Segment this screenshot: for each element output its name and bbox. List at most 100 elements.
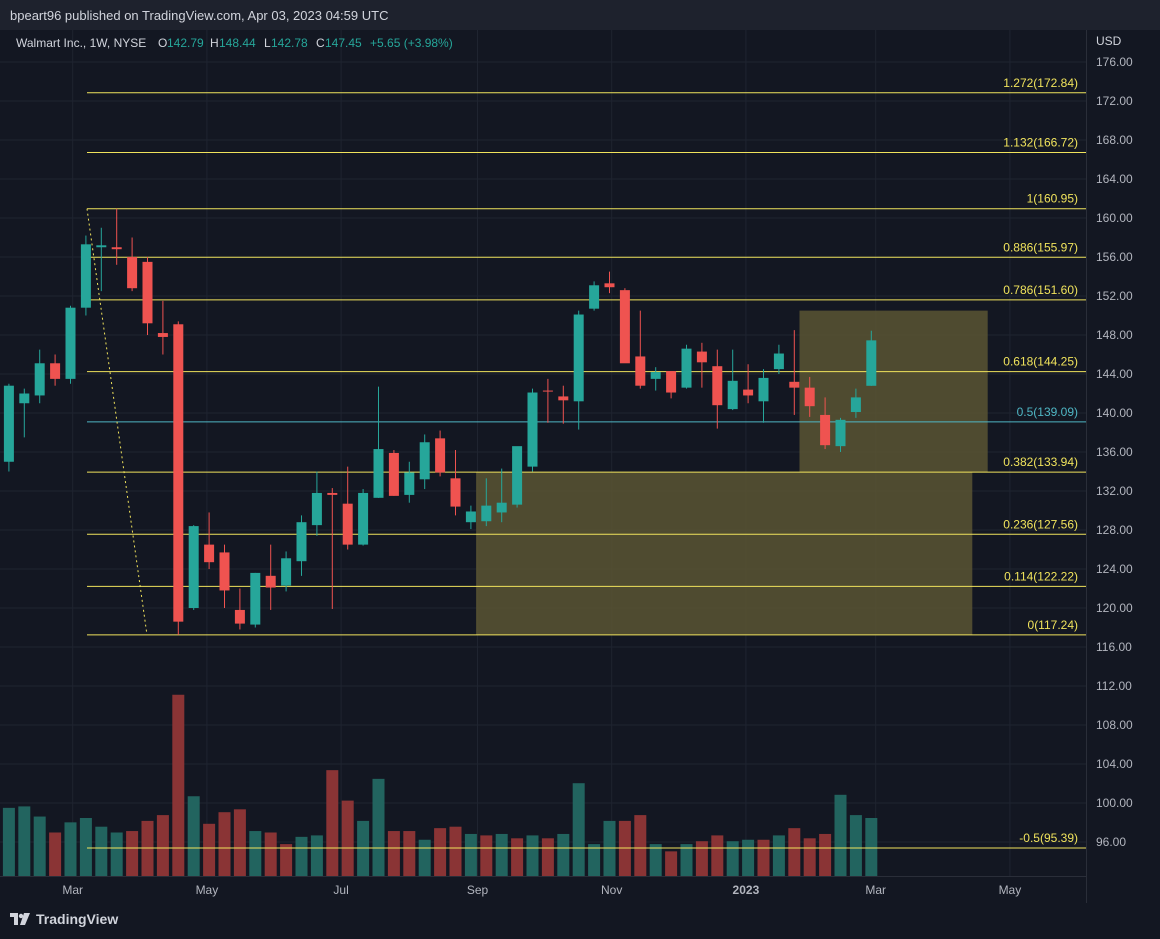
- close-label: C: [316, 36, 325, 50]
- publish-header: bpeart96 published on TradingView.com, A…: [0, 0, 1160, 30]
- candle-body: [481, 505, 492, 522]
- high-label: H: [210, 36, 219, 50]
- fib-level-label: 0.886(155.97): [1003, 240, 1078, 254]
- volume-bar: [819, 833, 832, 876]
- x-tick-label: Sep: [467, 883, 489, 897]
- candle-body: [388, 452, 399, 496]
- volume-bar: [141, 820, 154, 876]
- symbol-name: Walmart Inc., 1W, NYSE: [16, 36, 146, 50]
- volume-bar: [588, 844, 601, 876]
- candle-body: [127, 257, 138, 289]
- fib-level-label: 0.5(139.09): [1017, 405, 1078, 419]
- candle-body: [604, 283, 615, 288]
- volume-bar: [326, 770, 339, 876]
- volume-bar: [203, 823, 216, 876]
- volume-bar: [434, 828, 447, 876]
- candle-body: [820, 414, 831, 446]
- volume-bar: [618, 820, 631, 876]
- candle-body: [619, 290, 630, 364]
- candle-body: [542, 390, 553, 392]
- volume-bar: [695, 841, 708, 876]
- volume-bar: [357, 820, 370, 876]
- volume-bar: [95, 826, 108, 876]
- x-tick-label: 2023: [733, 883, 760, 897]
- candle-body: [743, 389, 754, 396]
- volume-bar: [18, 806, 31, 876]
- x-tick-label: May: [999, 883, 1022, 897]
- volume-bar: [49, 832, 62, 876]
- candle-body: [173, 324, 184, 622]
- volume-bar: [541, 838, 554, 876]
- y-tick-label: 124.00: [1096, 562, 1133, 576]
- volume-bar: [372, 778, 385, 876]
- x-tick-label: Mar: [62, 883, 83, 897]
- candle-body: [157, 333, 168, 337]
- y-tick-label: 108.00: [1096, 718, 1133, 732]
- volume-bar: [649, 844, 662, 876]
- y-tick-label: 168.00: [1096, 133, 1133, 147]
- candle-body: [311, 492, 322, 526]
- volume-bar: [634, 815, 647, 876]
- y-tick-label: 132.00: [1096, 484, 1133, 498]
- volume-bar: [788, 828, 801, 876]
- volume-bar: [310, 835, 323, 876]
- change-value: +5.65 (+3.98%): [370, 36, 453, 50]
- candle-body: [773, 353, 784, 370]
- y-tick-label: 128.00: [1096, 523, 1133, 537]
- candle-body: [666, 371, 677, 393]
- volume-bar: [418, 839, 431, 876]
- fib-level-label: 0.236(127.56): [1003, 517, 1078, 531]
- candle-body: [358, 492, 369, 545]
- fib-level-label: -0.5(95.39): [1019, 831, 1078, 845]
- y-tick-label: 112.00: [1096, 679, 1132, 693]
- volume-bar: [249, 831, 262, 876]
- y-tick-label: 120.00: [1096, 601, 1133, 615]
- volume-bar: [295, 836, 308, 876]
- tradingview-logo[interactable]: TradingView: [10, 911, 118, 927]
- price-chart[interactable]: 1.272(172.84) 1.132(166.72) 1(160.95) 0.886…: [0, 30, 1160, 903]
- y-tick-label: 176.00: [1096, 55, 1133, 69]
- open-label: O: [158, 36, 167, 50]
- candle-body: [50, 363, 61, 379]
- candle-body: [80, 244, 91, 308]
- fib-level-label: 0.114(122.22): [1004, 569, 1078, 583]
- volume-bar: [803, 838, 816, 876]
- candle-body: [327, 492, 338, 495]
- fib-zone-box: [799, 310, 988, 473]
- candle-body: [3, 385, 14, 462]
- candle-body: [142, 261, 153, 324]
- candle-body: [696, 351, 707, 363]
- volume-bar: [264, 832, 277, 876]
- candle-body: [712, 366, 723, 406]
- x-tick-label: Jul: [333, 883, 348, 897]
- x-tick-label: May: [196, 883, 219, 897]
- close-value: 147.45: [325, 36, 362, 50]
- candle-body: [558, 396, 569, 401]
- volume-bar: [772, 835, 785, 876]
- fib-levels: 1.272(172.84) 1.132(166.72) 1(160.95) 0.886…: [86, 76, 1086, 849]
- candle-body: [65, 307, 76, 379]
- candle-body: [373, 449, 384, 498]
- currency-label: USD: [1096, 34, 1122, 48]
- candle-body: [234, 609, 245, 624]
- volume-bar: [187, 796, 200, 876]
- fib-boxes: [476, 310, 988, 635]
- volume-bar: [218, 812, 231, 876]
- candle-body: [589, 285, 600, 309]
- y-tick-label: 116.00: [1096, 640, 1132, 654]
- candle-body: [250, 572, 261, 625]
- volume-bar: [2, 807, 15, 876]
- candle-body: [650, 372, 661, 379]
- fib-zone-box: [476, 472, 973, 635]
- candle-body: [204, 544, 215, 563]
- candle-body: [404, 472, 415, 495]
- candle-body: [681, 348, 692, 388]
- volume-bar: [665, 851, 678, 876]
- high-value: 148.44: [219, 36, 256, 50]
- candle-body: [496, 502, 507, 513]
- volume-bars: [2, 694, 878, 876]
- symbol-legend: Walmart Inc., 1W, NYSE O 142.79 H 148.44…: [16, 36, 453, 50]
- volume-bar: [757, 839, 770, 876]
- candle-body: [835, 419, 846, 447]
- y-tick-label: 100.00: [1096, 796, 1133, 810]
